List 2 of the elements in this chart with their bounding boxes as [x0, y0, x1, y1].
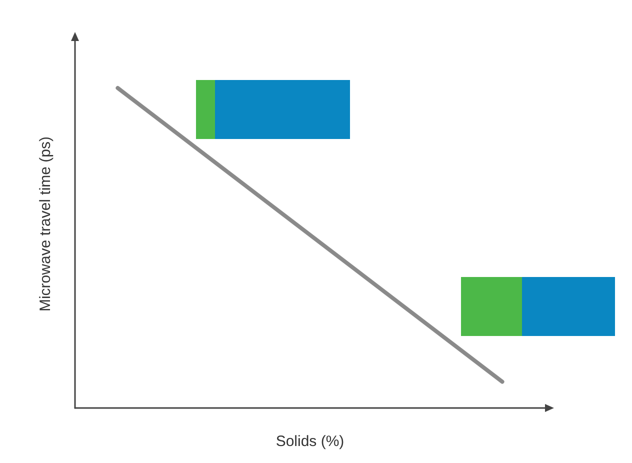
x-axis-title: Solids (%) [276, 433, 344, 450]
y-axis-title: Microwave travel time (ps) [37, 136, 54, 312]
